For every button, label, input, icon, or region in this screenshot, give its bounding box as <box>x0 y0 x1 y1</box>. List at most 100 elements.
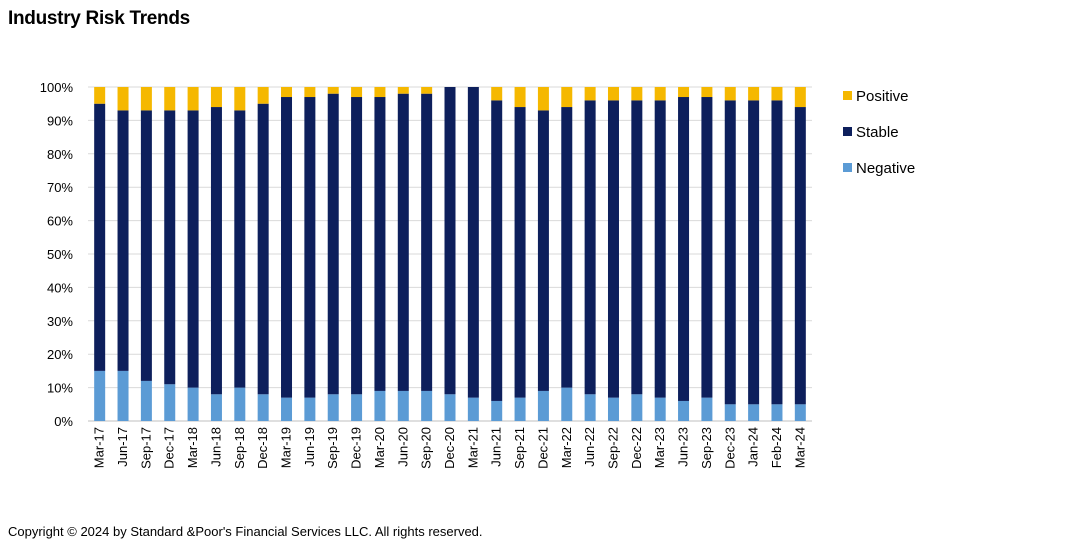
bar-segment-negative <box>164 384 176 421</box>
copyright-footer: Copyright © 2024 by Standard &Poor's Fin… <box>8 524 483 539</box>
x-tick-label: Mar-19 <box>279 427 294 468</box>
bar-segment-negative <box>561 387 573 421</box>
bar-segment-positive <box>304 87 316 98</box>
bar-segment-negative <box>374 390 386 421</box>
x-tick-label: Dec-21 <box>535 427 550 469</box>
y-tick-label: 100% <box>40 80 74 95</box>
bar-segment-stable <box>701 97 713 398</box>
bar-segment-positive <box>94 87 106 104</box>
bar-segment-stable <box>187 110 199 388</box>
bar-segment-positive <box>654 87 666 101</box>
x-tick-label: Dec-19 <box>349 427 364 469</box>
x-tick-label: Sep-23 <box>699 427 714 469</box>
bar-segment-stable <box>210 107 222 395</box>
y-tick-label: 50% <box>47 247 73 262</box>
bar-segment-positive <box>537 87 549 111</box>
bar-segment-negative <box>327 394 339 421</box>
x-tick-label: Mar-17 <box>92 427 107 468</box>
bar-segment-negative <box>421 390 433 421</box>
bar-segment-negative <box>351 394 363 421</box>
bar-segment-positive <box>771 87 783 101</box>
bar-segment-positive <box>584 87 596 101</box>
bar-segment-negative <box>397 390 409 421</box>
bar-segment-negative <box>281 397 293 421</box>
bar-segment-stable <box>257 103 269 395</box>
bar-segment-negative <box>701 397 713 421</box>
legend-swatch-positive <box>843 91 852 100</box>
y-tick-label: 70% <box>47 180 73 195</box>
bar-segment-stable <box>444 87 456 395</box>
bar-segment-stable <box>561 107 573 388</box>
bar-segment-negative <box>607 397 619 421</box>
bar-segment-negative <box>94 370 106 421</box>
bar-segment-stable <box>164 110 176 385</box>
bar-segment-negative <box>631 394 643 421</box>
bar-segment-stable <box>794 107 806 405</box>
bar-segment-stable <box>117 110 129 371</box>
y-tick-label: 0% <box>54 414 73 429</box>
bar-segment-negative <box>724 404 736 421</box>
y-tick-label: 40% <box>47 280 73 295</box>
x-tick-label: Mar-20 <box>372 427 387 468</box>
bar-segment-positive <box>281 87 293 98</box>
y-tick-label: 90% <box>47 113 73 128</box>
x-tick-label: Dec-23 <box>722 427 737 469</box>
x-tick-label: Dec-22 <box>629 427 644 469</box>
bar-segment-stable <box>467 87 479 398</box>
y-axis: 0% 10% 20% 30% 40% 50% 60% 70% 80% 90% 100% <box>40 80 74 429</box>
bar-segment-positive <box>514 87 526 108</box>
x-tick-label: Jun-19 <box>302 427 317 467</box>
bar-segment-stable <box>514 107 526 398</box>
bar-segment-stable <box>281 97 293 398</box>
bar-segment-positive <box>561 87 573 108</box>
bar-segment-positive <box>631 87 643 101</box>
bar-segment-stable <box>537 110 549 391</box>
chart-title: Industry Risk Trends <box>8 8 190 29</box>
bar-segment-stable <box>654 100 666 398</box>
x-tick-label: Sep-22 <box>605 427 620 469</box>
x-tick-label: Sep-19 <box>325 427 340 469</box>
bar-segment-stable <box>771 100 783 405</box>
bar-segment-stable <box>631 100 643 395</box>
x-tick-label: Feb-24 <box>769 427 784 468</box>
x-tick-label: Sep-18 <box>232 427 247 469</box>
x-tick-label: Jun-22 <box>582 427 597 467</box>
x-tick-label: Dec-17 <box>162 427 177 469</box>
y-tick-label: 10% <box>47 381 73 396</box>
y-tick-label: 20% <box>47 347 73 362</box>
bar-segment-negative <box>491 400 503 421</box>
bar-segment-stable <box>351 97 363 395</box>
bar-segment-positive <box>140 87 152 111</box>
legend-label-stable: Stable <box>856 124 899 141</box>
x-tick-label: Mar-21 <box>465 427 480 468</box>
x-tick-label: Jun-21 <box>489 427 504 467</box>
x-tick-label: Sep-17 <box>138 427 153 469</box>
bar-segment-stable <box>607 100 619 398</box>
bar-segment-negative <box>117 370 129 421</box>
y-tick-label: 60% <box>47 214 73 229</box>
bar-segment-positive <box>491 87 503 101</box>
bar-segment-negative <box>514 397 526 421</box>
legend-swatch-negative <box>843 163 852 172</box>
x-tick-label: Dec-20 <box>442 427 457 469</box>
legend-swatch-stable <box>843 127 852 136</box>
x-axis: Mar-17 Jun-17 Sep-17 Dec-17 Mar-18 Jun-18 Sep-… <box>92 427 808 469</box>
bar-segment-stable <box>491 100 503 401</box>
bar-segment-stable <box>584 100 596 395</box>
bar-segment-negative <box>654 397 666 421</box>
bar-segment-positive <box>421 87 433 94</box>
bar-segment-stable <box>678 97 690 401</box>
x-tick-label: Mar-23 <box>652 427 667 468</box>
bar-segment-stable <box>234 110 246 388</box>
bar-segment-negative <box>257 394 269 421</box>
bar-segment-negative <box>140 380 152 421</box>
bar-segment-negative <box>187 387 199 421</box>
bar-segment-positive <box>257 87 269 104</box>
bar-segment-positive <box>397 87 409 94</box>
bar-segment-negative <box>210 394 222 421</box>
bar-segment-positive <box>794 87 806 108</box>
x-tick-label: Sep-21 <box>512 427 527 469</box>
bar-segment-stable <box>94 103 106 371</box>
bar-segment-positive <box>327 87 339 94</box>
legend-label-negative: Negative <box>856 160 915 177</box>
